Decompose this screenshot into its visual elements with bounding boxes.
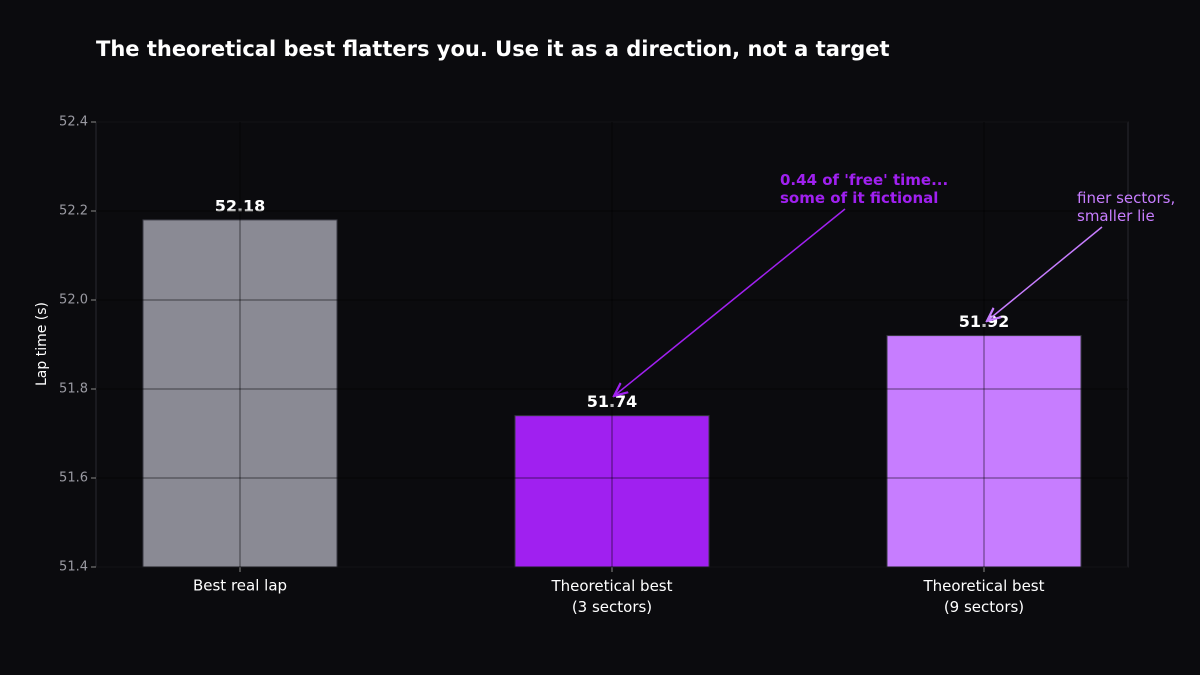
x-tick-label: Theoretical best (3 sectors) xyxy=(550,577,672,616)
annotation-arrow xyxy=(987,226,1103,321)
chart-title: The theoretical best flatters you. Use i… xyxy=(96,37,890,61)
y-tick-label: 51.8 xyxy=(59,382,88,397)
y-tick-label: 51.6 xyxy=(59,471,88,486)
y-tick-label: 52.2 xyxy=(59,204,88,219)
y-tick-label: 51.4 xyxy=(59,560,88,575)
annotation: finer sectors, smaller lie xyxy=(1077,189,1175,225)
y-axis-label: Lap time (s) xyxy=(34,302,50,386)
x-tick-label: Best real lap xyxy=(193,577,287,595)
annotation-arrow xyxy=(614,208,846,396)
annotation: 0.44 of 'free' time... some of it fiction… xyxy=(780,171,948,207)
y-tick-label: 52.0 xyxy=(59,293,88,308)
x-tick-label: Theoretical best (9 sectors) xyxy=(922,577,1044,616)
y-tick-label: 52.4 xyxy=(59,115,88,130)
